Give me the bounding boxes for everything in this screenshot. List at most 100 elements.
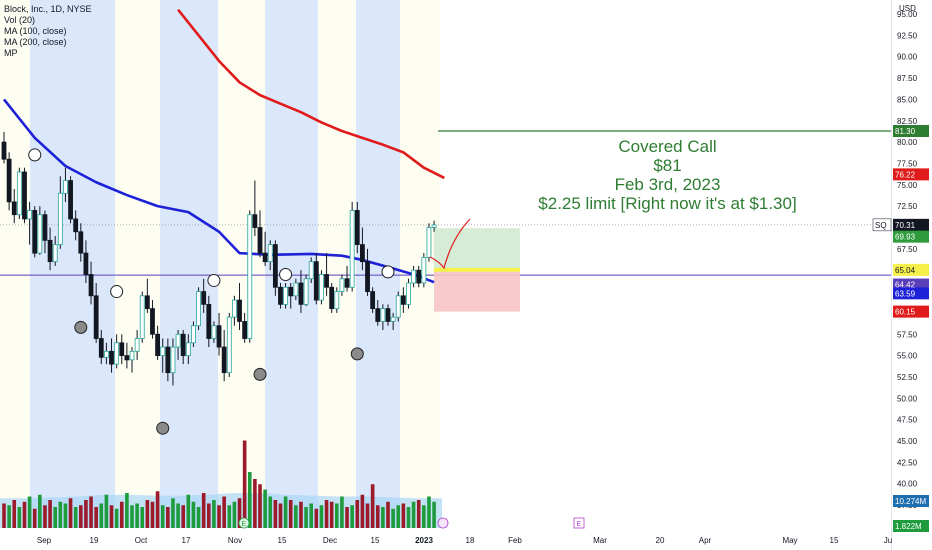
price-label-text: 70.31: [895, 221, 916, 230]
x-tick-label: 15: [278, 536, 287, 545]
pivot-marker: [28, 148, 42, 162]
y-tick-label: 52.50: [897, 373, 918, 382]
volume-bar: [242, 440, 247, 528]
legend-symbol[interactable]: Block, Inc., 1D, NYSE: [4, 4, 92, 14]
candle-body: [257, 227, 263, 254]
volume-bar: [324, 500, 329, 528]
y-tick-label: 45.00: [897, 437, 918, 446]
volume-bar: [2, 503, 6, 528]
legend-volume[interactable]: Vol (20): [4, 15, 36, 25]
volume-bar: [12, 500, 17, 528]
volume-bar: [391, 508, 395, 528]
legend-mp[interactable]: MP: [4, 48, 18, 58]
candle-body: [155, 333, 161, 357]
price-label-text: 64.42: [895, 281, 916, 290]
pivot-marker: [74, 320, 88, 334]
volume-bar: [68, 498, 73, 528]
earnings-marker-glyph: E: [242, 521, 247, 528]
month-band: [318, 0, 356, 528]
y-tick-label: 40.00: [897, 480, 918, 489]
volume-bar: [135, 503, 139, 528]
volume-bar: [186, 494, 191, 528]
candle-body: [385, 308, 391, 322]
month-band: [30, 0, 115, 528]
candle-body: [1, 141, 7, 160]
x-tick-label: 15: [830, 536, 839, 545]
volume-bar: [150, 501, 155, 528]
volume-bar: [304, 507, 308, 528]
price-label-text: 10.274M: [895, 497, 926, 506]
volume-bar: [22, 501, 27, 528]
volume-bar: [258, 484, 262, 528]
volume-bar: [294, 505, 298, 528]
candle-body: [196, 291, 201, 327]
volume-bar: [222, 496, 226, 528]
price-label-box: [893, 305, 929, 318]
candle-body: [83, 252, 89, 275]
candle-body: [170, 346, 176, 374]
volume-bar: [427, 496, 431, 528]
pivot-marker: [381, 265, 395, 279]
candle-body: [247, 214, 253, 339]
upcoming-earnings-glyph: E: [577, 521, 582, 528]
x-tick-label: Mar: [593, 536, 607, 545]
volume-bar: [196, 507, 201, 528]
candle-body: [395, 295, 401, 318]
volume-bar: [247, 472, 252, 528]
volume-bar: [207, 503, 211, 528]
y-tick-label: 95.00: [897, 10, 918, 19]
price-label-box: [893, 520, 929, 532]
candle-body: [359, 244, 365, 263]
candle-body: [47, 239, 53, 263]
price-label-box: [893, 287, 929, 300]
volume-bar: [329, 501, 334, 528]
candle-body: [206, 303, 212, 339]
price-label-text: 81.30: [895, 127, 916, 136]
volume-bar: [273, 500, 278, 528]
volume-bar: [114, 508, 119, 528]
candle-body: [185, 342, 191, 357]
volume-bar: [38, 494, 42, 528]
x-tick-label: 20: [656, 536, 665, 545]
x-tick-label: Nov: [228, 536, 242, 545]
volume-bar: [32, 508, 37, 528]
profit-zone: [434, 228, 520, 270]
month-band: [160, 0, 218, 528]
candle-body: [165, 346, 171, 374]
price-label-text: 69.93: [895, 233, 916, 242]
x-tick-label: 17: [182, 536, 191, 545]
y-tick-label: 85.00: [897, 95, 918, 104]
volume-bar: [432, 501, 436, 528]
price-label-box: [872, 218, 892, 232]
volume-bar: [53, 507, 57, 528]
legend-ma200[interactable]: MA (200, close): [4, 37, 67, 47]
candle-body: [144, 295, 150, 310]
volume-bar: [386, 501, 390, 528]
month-band: [115, 0, 160, 528]
volume-bar: [89, 496, 93, 528]
candle-body: [11, 201, 17, 216]
volume-bar: [79, 505, 83, 528]
volume-bar: [370, 484, 375, 528]
candle-body: [272, 244, 278, 288]
candle-body: [32, 210, 38, 254]
ma200-line: [177, 8, 445, 180]
volume-bar: [314, 508, 319, 528]
price-label-text: 63.59: [895, 289, 916, 298]
candle-body: [242, 321, 248, 339]
candle-body: [416, 269, 422, 284]
candle-body: [114, 342, 120, 365]
pivot-marker: [207, 273, 221, 287]
candle-body: [375, 308, 381, 322]
candle-body: [354, 210, 360, 245]
candle-body: [370, 291, 376, 310]
x-tick-label: Dec: [323, 536, 337, 545]
volume-bar: [191, 501, 196, 528]
legend-ma100[interactable]: MA (100, close): [4, 26, 67, 36]
candle-body: [216, 325, 222, 348]
candle-body: [298, 282, 304, 305]
price-label-box: [893, 168, 929, 181]
candle-body: [329, 286, 335, 310]
candle-body: [226, 316, 232, 374]
